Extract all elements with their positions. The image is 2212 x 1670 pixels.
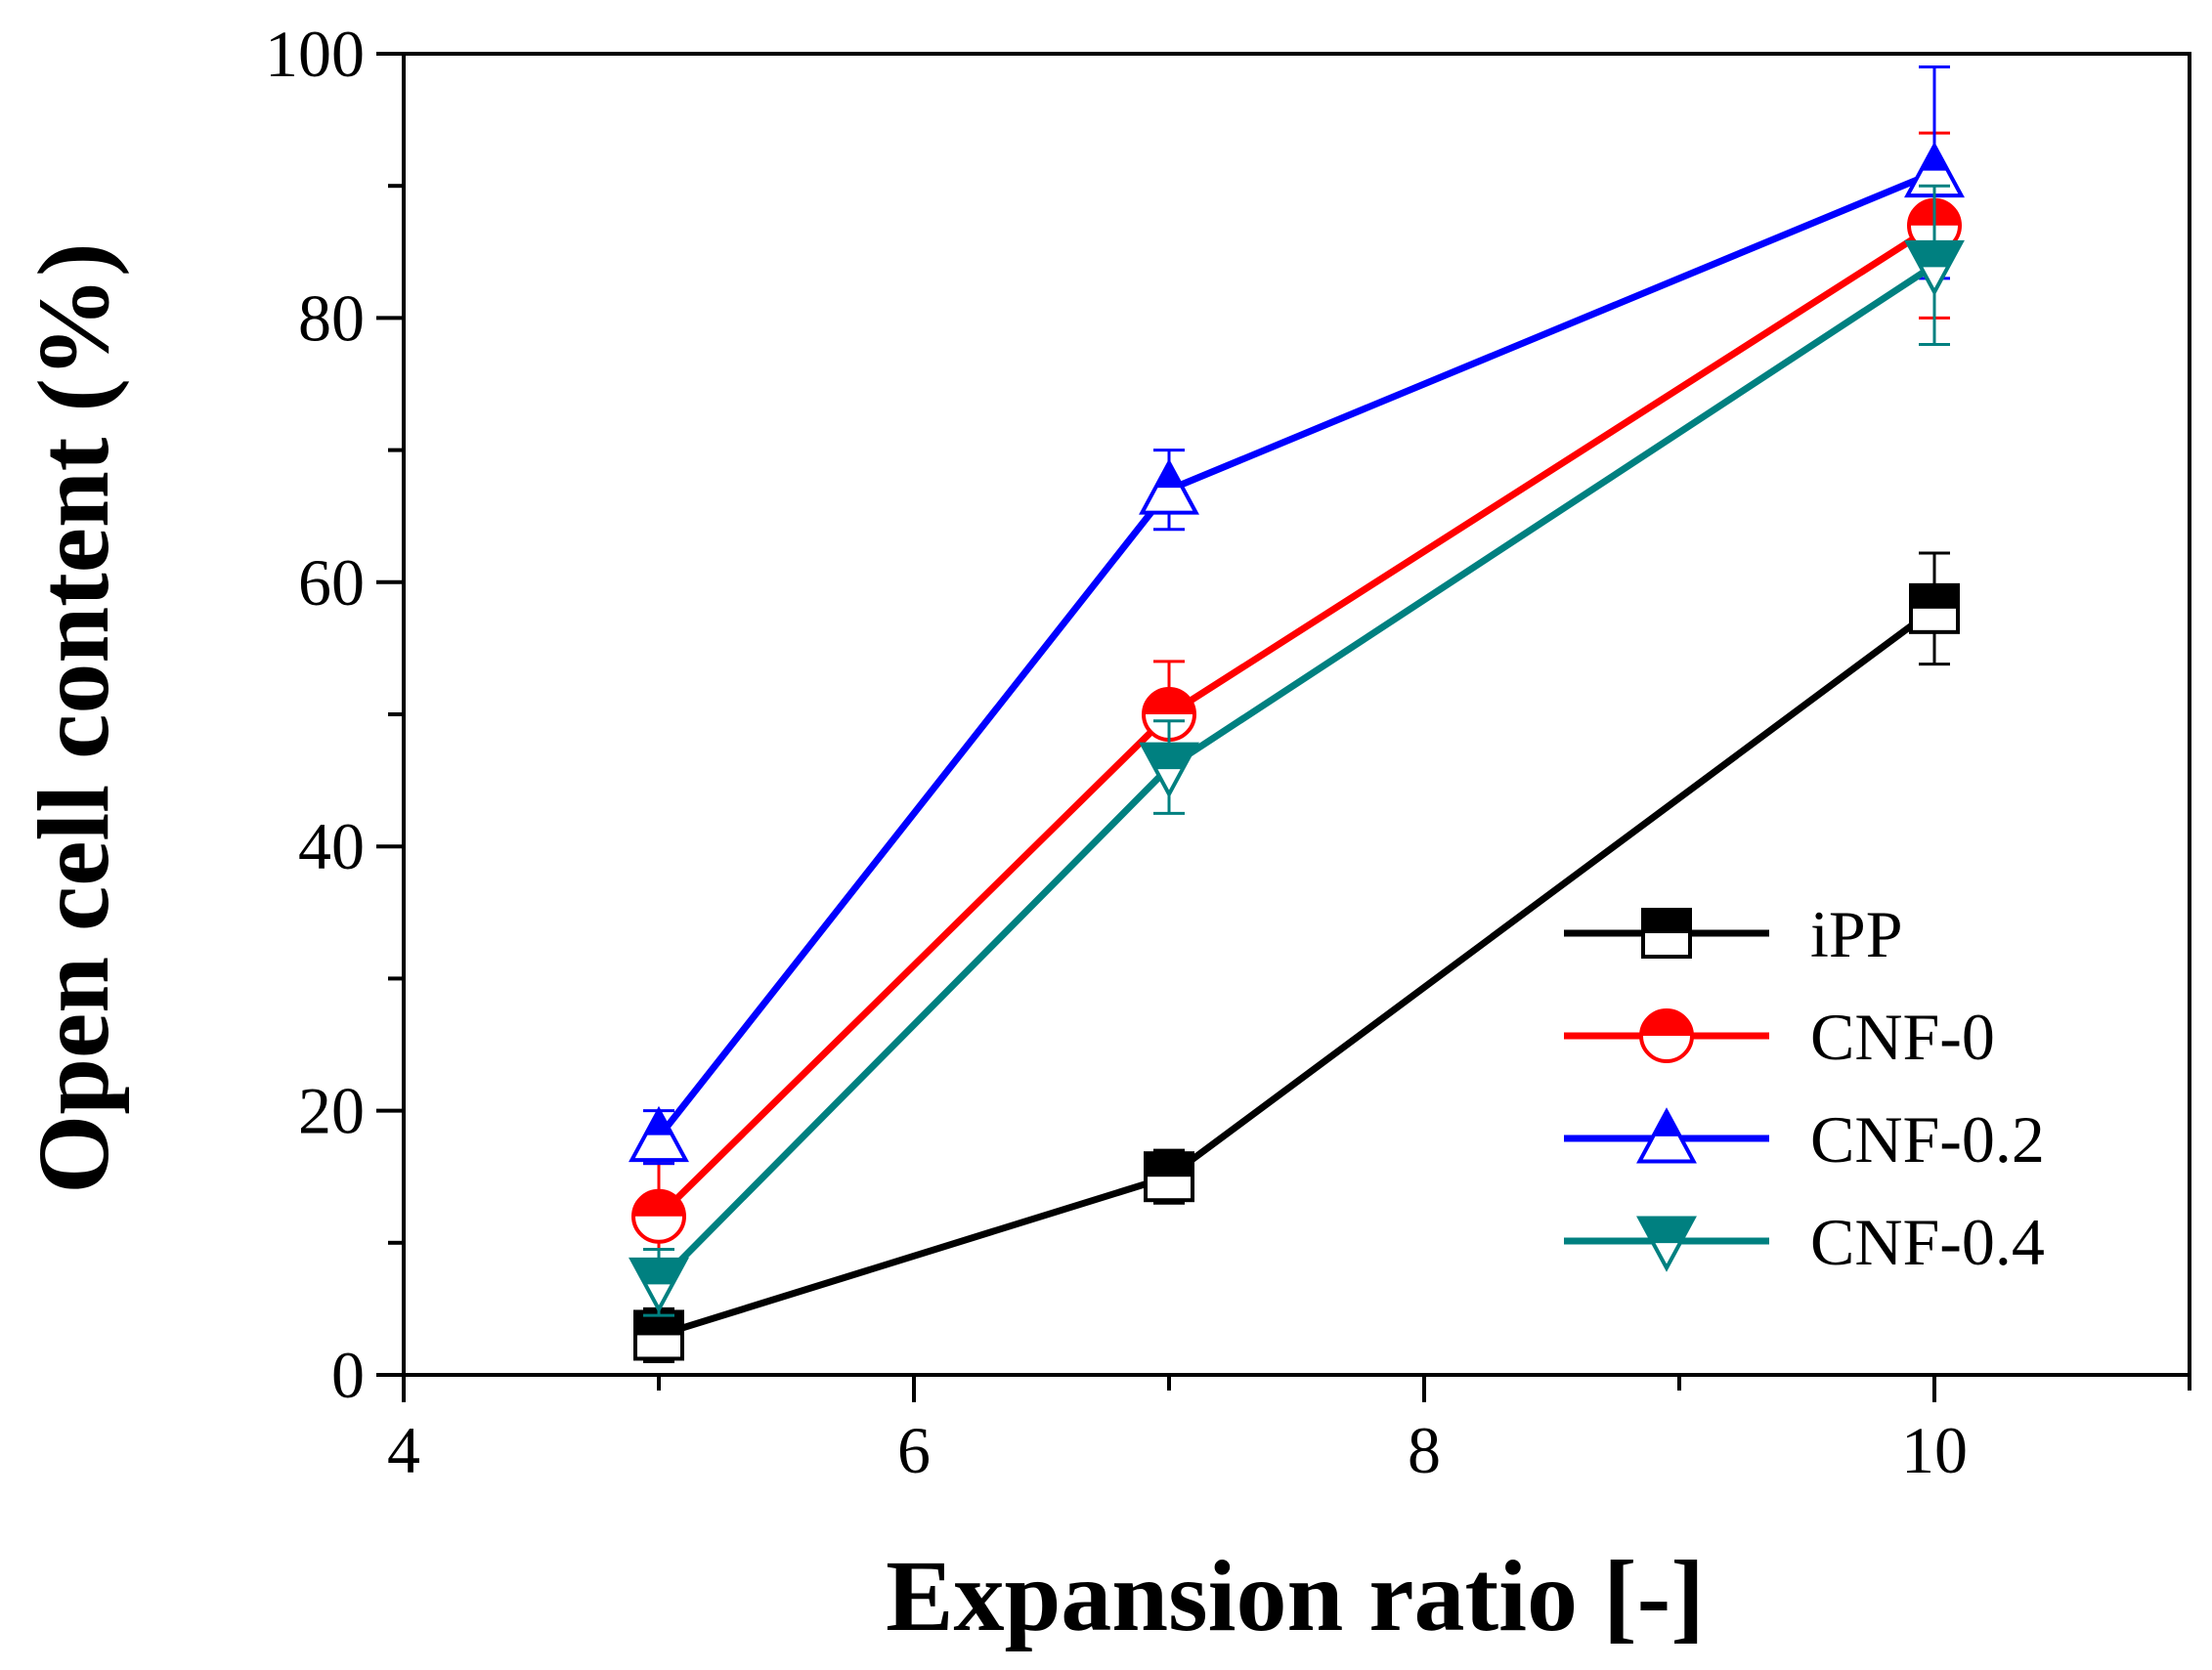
marker-fill: [1653, 1111, 1680, 1136]
data-point: [1142, 687, 1196, 742]
series-ipp: [633, 551, 1960, 1363]
y-tick-label: 40: [298, 809, 365, 883]
legend-label: CNF-0: [1810, 1000, 1995, 1074]
legend-marker: [1636, 1107, 1697, 1164]
marker-fill: [1639, 1218, 1694, 1244]
legend: iPP CNF-0 CNF-0.2 CNF-0.4: [1564, 897, 2045, 1279]
series-cnf-0: [631, 131, 1962, 1271]
marker-fill: [1155, 462, 1183, 489]
legend-label: CNF-0.4: [1810, 1205, 2045, 1279]
legend-label: CNF-0.2: [1810, 1102, 2045, 1177]
legend-item: CNF-0.4: [1564, 1205, 2045, 1279]
data-point: [629, 1257, 689, 1314]
legend-marker: [1639, 1008, 1694, 1063]
legend-marker: [1636, 1216, 1697, 1272]
y-tick-label: 100: [265, 17, 365, 91]
marker-fill: [1911, 584, 1958, 609]
x-tick-label: 6: [897, 1413, 931, 1487]
data-point: [1144, 1151, 1194, 1203]
marker-fill: [1921, 146, 1948, 171]
y-tick-label: 0: [331, 1338, 365, 1412]
data-point: [631, 1188, 686, 1244]
legend-label: iPP: [1810, 897, 1903, 971]
y-tick-label: 20: [298, 1074, 365, 1148]
marker-fill: [633, 1190, 684, 1217]
y-tick-label: 60: [298, 545, 365, 620]
marker-fill: [1641, 1010, 1692, 1036]
marker-fill: [1142, 744, 1196, 770]
series-line: [657, 606, 1937, 1339]
legend-item: CNF-0: [1564, 1000, 1995, 1074]
series-line: [656, 222, 1936, 1220]
series-line: [656, 169, 1936, 1139]
legend-item: iPP: [1564, 897, 1903, 971]
data-point: [1909, 582, 1960, 634]
legend-item: CNF-0.2: [1564, 1102, 2045, 1177]
data-point: [633, 1309, 684, 1361]
x-tick-label: 10: [1901, 1413, 1968, 1487]
x-tick-label: 4: [387, 1413, 420, 1487]
legend-marker: [1641, 908, 1692, 959]
marker-fill: [631, 1259, 686, 1285]
marker-fill: [1643, 910, 1690, 933]
data-point: [629, 1105, 689, 1163]
data-point: [1139, 458, 1199, 515]
data-point: [1904, 239, 1965, 297]
x-axis-title: Expansion ratio [-]: [886, 1540, 1705, 1652]
y-axis-title: Open cell content (%): [18, 242, 130, 1193]
series-layer: [629, 65, 1965, 1363]
series-cnf-0-4: [629, 184, 1965, 1317]
data-point: [1139, 742, 1199, 798]
marker-fill: [645, 1110, 672, 1135]
y-tick-label: 80: [298, 280, 365, 355]
marker-fill: [1146, 1153, 1193, 1178]
series-line: [656, 262, 1936, 1285]
series-cnf-0-2: [629, 65, 1965, 1166]
marker-fill: [1144, 689, 1194, 714]
x-tick-label: 8: [1408, 1413, 1441, 1487]
marker-fill: [1907, 241, 1962, 268]
